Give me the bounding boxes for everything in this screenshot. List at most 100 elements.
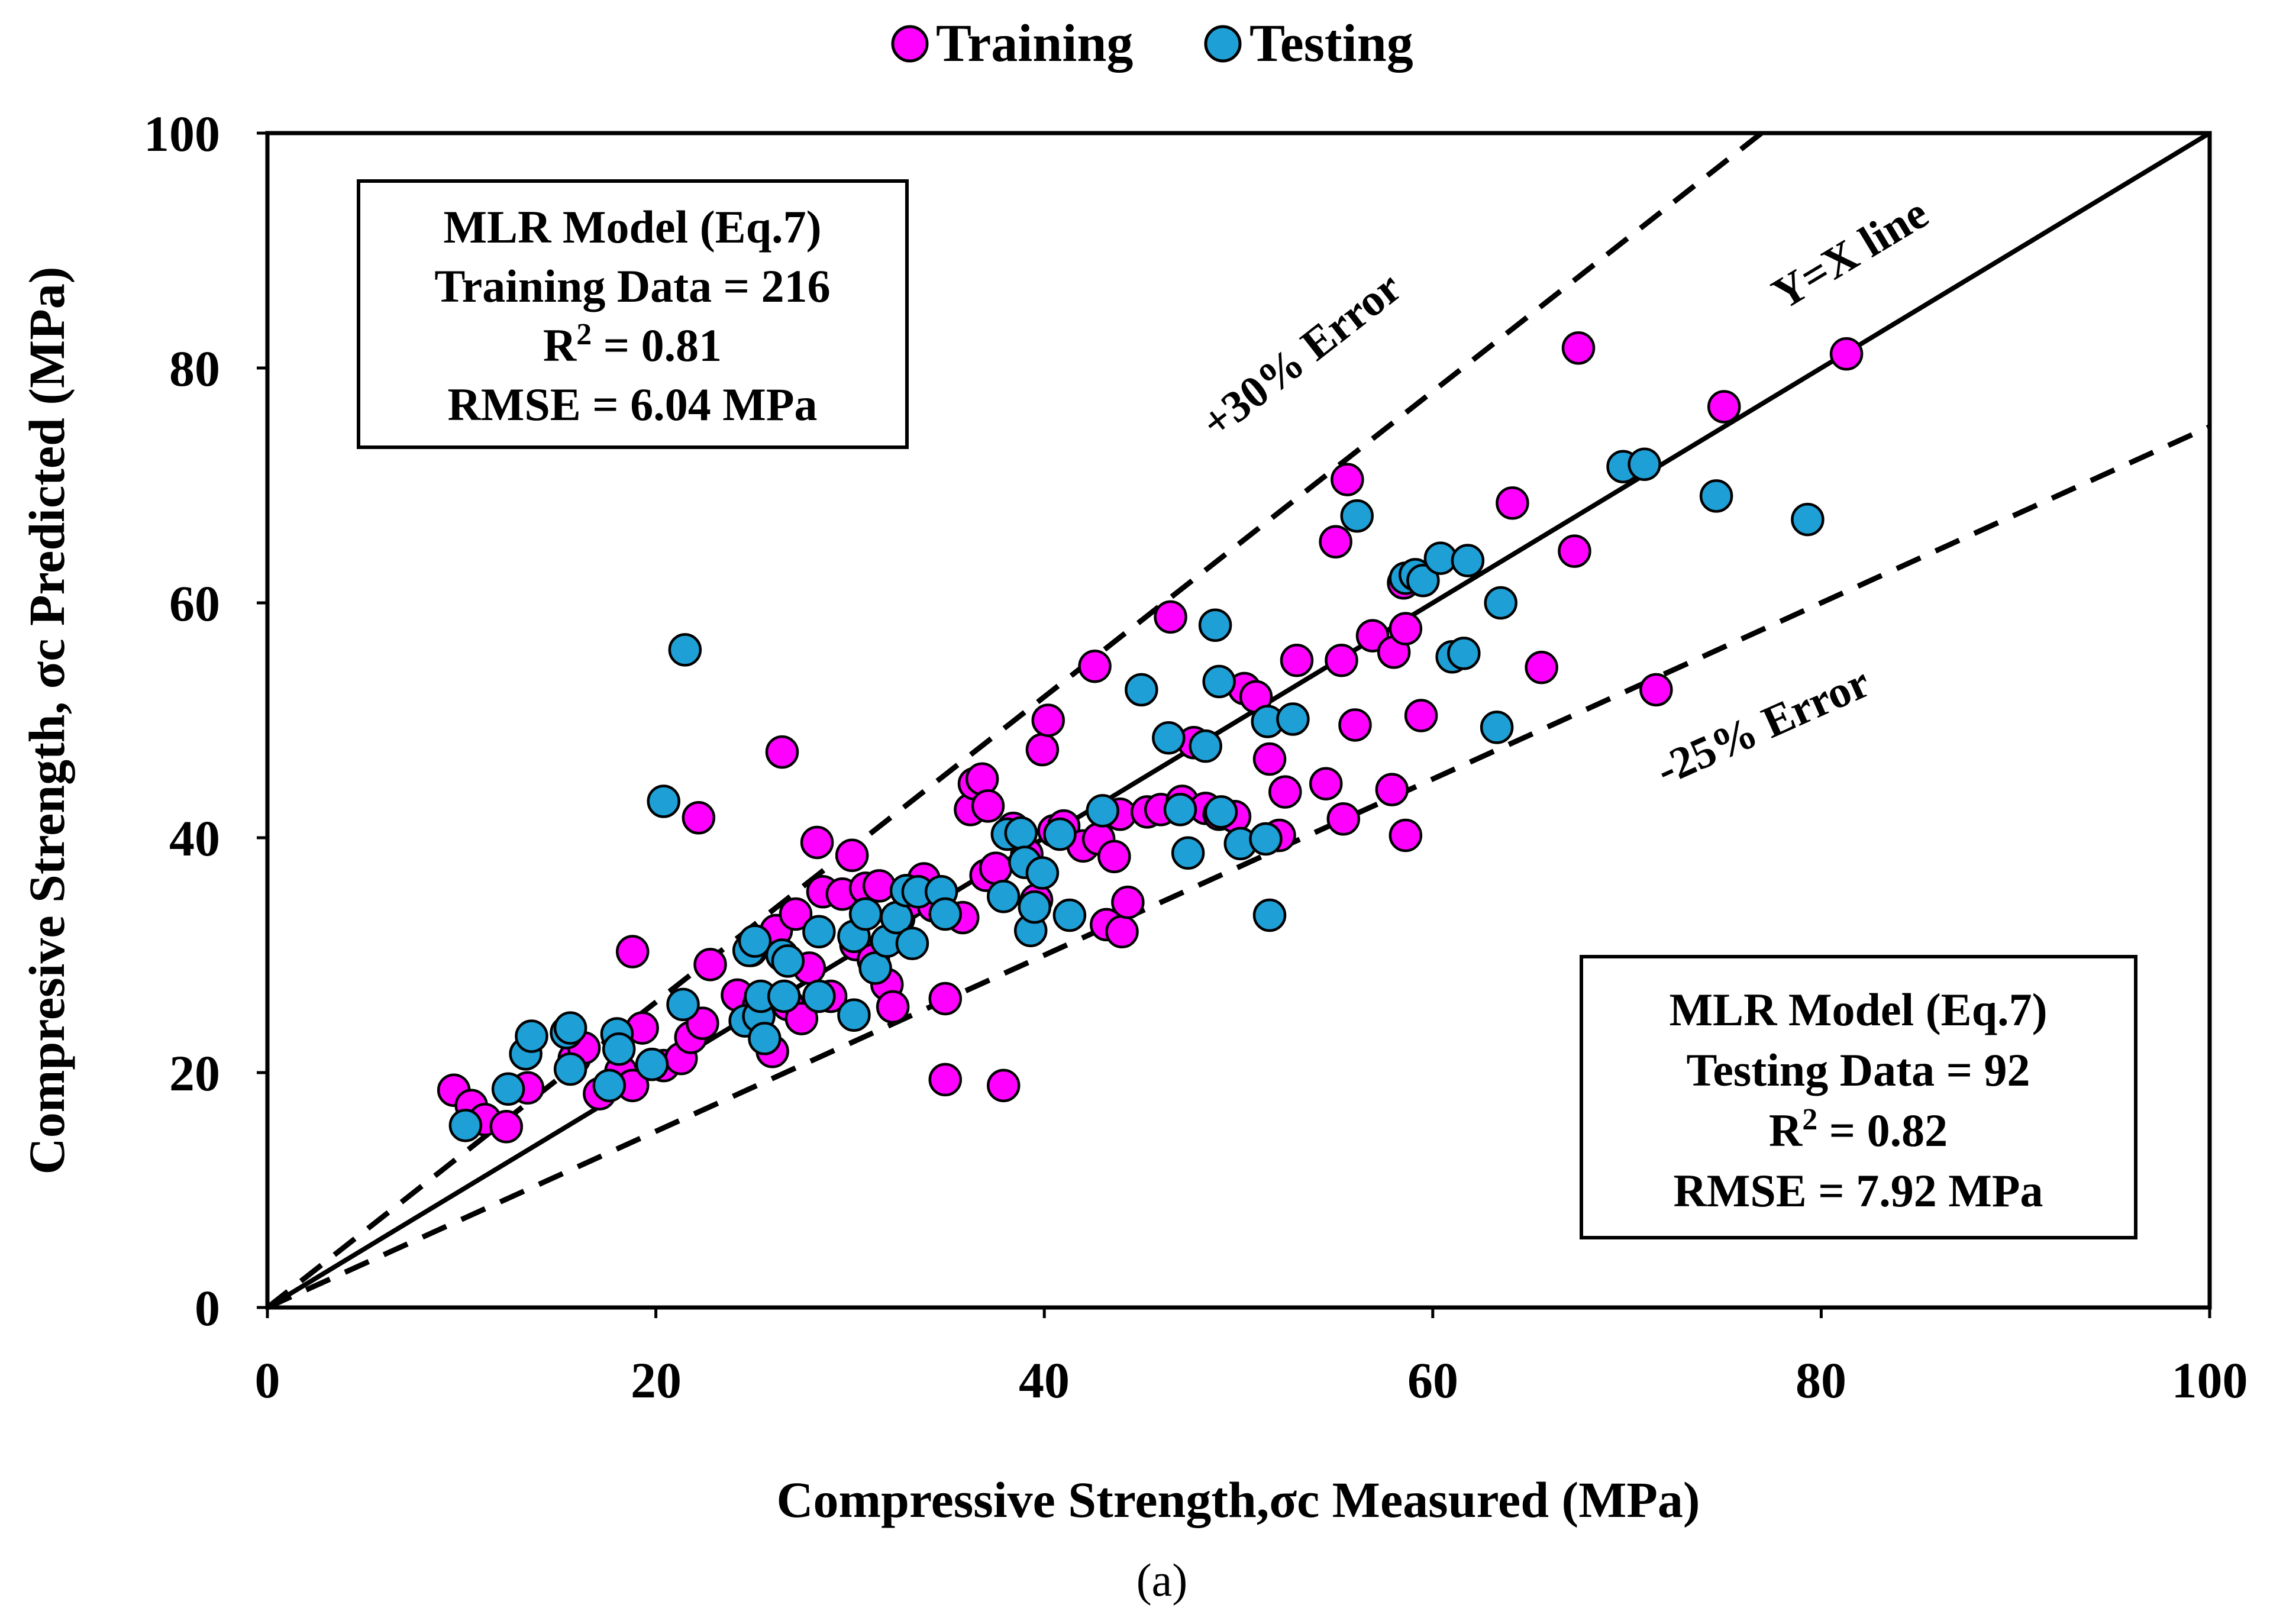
- training-point: [979, 851, 1013, 885]
- minus25-error-line: [266, 424, 2211, 1310]
- x-tick-label: 40: [1019, 1352, 1070, 1409]
- training-point: [1154, 600, 1187, 634]
- testing-rmse: RMSE = 7.92 MPa: [1673, 1165, 2043, 1216]
- legend-testing-marker: [1204, 25, 1242, 63]
- plus30-error-line: [266, 131, 1764, 1310]
- y-tick-label: 80: [169, 340, 220, 397]
- training-point: [1829, 337, 1864, 371]
- testing-point: [1086, 794, 1119, 828]
- training-point: [1389, 818, 1423, 853]
- training-point: [1252, 742, 1287, 776]
- training-point: [682, 801, 716, 835]
- testing-point: [647, 784, 680, 818]
- training-r2: R2 = 0.81: [543, 318, 722, 371]
- training-point: [1331, 463, 1364, 496]
- x-tick-label: 80: [1796, 1352, 1846, 1409]
- legend: Training Testing: [891, 14, 1413, 73]
- testing-point: [666, 987, 700, 1022]
- testing-point: [802, 915, 836, 949]
- training-point: [1097, 840, 1131, 874]
- testing-stats-box: MLR Model (Eq.7) Testing Data = 92 R2 = …: [1580, 955, 2137, 1239]
- training-stats-box: MLR Model (Eq.7) Training Data = 216 R2 …: [357, 179, 909, 449]
- testing-point: [1276, 702, 1310, 736]
- training-point: [1404, 699, 1438, 732]
- testing-model-title: MLR Model (Eq.7): [1669, 984, 2047, 1035]
- testing-point: [668, 633, 702, 667]
- training-point: [784, 1002, 819, 1035]
- training-point: [1639, 673, 1673, 707]
- testing-point: [1484, 586, 1517, 620]
- legend-testing-label: Testing: [1249, 14, 1413, 73]
- testing-point: [553, 1052, 587, 1086]
- testing-point: [1171, 836, 1205, 870]
- testing-point: [1018, 890, 1052, 924]
- training-point: [965, 762, 999, 796]
- legend-training-label: Training: [936, 14, 1133, 73]
- y-tick-label: 40: [169, 810, 220, 867]
- training-point: [1105, 915, 1139, 949]
- x-tick-label: 0: [255, 1352, 280, 1409]
- training-point: [1561, 331, 1596, 365]
- x-tick-labels: 0 20 40 60 80 100: [255, 1352, 2248, 1409]
- testing-point: [1447, 637, 1481, 670]
- training-point: [1525, 650, 1558, 685]
- testing-r2: R2 = 0.82: [1769, 1103, 1948, 1156]
- training-point: [1325, 644, 1358, 677]
- training-point: [779, 897, 813, 931]
- testing-point: [448, 1109, 483, 1142]
- testing-point: [1189, 729, 1222, 763]
- training-point: [1025, 732, 1060, 767]
- x-tick-label: 100: [2172, 1352, 2248, 1409]
- testing-point: [1480, 711, 1514, 744]
- y-tick-labels: 0 20 40 60 80 100: [144, 105, 220, 1336]
- yx-line: [266, 131, 2211, 1310]
- testing-point: [1202, 664, 1236, 699]
- testing-point: [515, 1019, 548, 1053]
- testing-point: [592, 1068, 627, 1103]
- figure-caption: (a): [1136, 1554, 1188, 1606]
- testing-point: [848, 897, 883, 931]
- training-point: [615, 935, 650, 968]
- training-point: [800, 825, 834, 860]
- testing-point: [767, 979, 801, 1013]
- testing-point: [1052, 898, 1087, 932]
- training-point: [1319, 525, 1352, 559]
- reference-lines: [266, 131, 2211, 1310]
- testing-point: [1451, 544, 1485, 577]
- training-point: [835, 838, 869, 873]
- training-point: [1031, 703, 1065, 737]
- training-stats-frame: [357, 179, 909, 449]
- training-point: [971, 789, 1005, 823]
- testing-point: [928, 897, 963, 931]
- training-point: [1558, 534, 1591, 568]
- training-point: [765, 735, 799, 769]
- training-point: [1707, 390, 1741, 424]
- testing-point: [1252, 898, 1287, 932]
- training-point: [862, 869, 896, 903]
- training-point: [876, 990, 910, 1024]
- testing-count: Testing Data = 92: [1686, 1044, 2030, 1096]
- y-tick-label: 0: [195, 1280, 220, 1336]
- testing-point: [1204, 795, 1238, 829]
- testing-point: [1249, 822, 1283, 856]
- training-rmse: RMSE = 6.04 MPa: [447, 379, 817, 430]
- training-point: [693, 948, 727, 981]
- y-tick-label: 20: [169, 1045, 220, 1102]
- testing-stats-frame: [1580, 955, 2137, 1239]
- training-point: [489, 1110, 524, 1144]
- training-point: [1268, 775, 1302, 809]
- testing-series: [448, 447, 1825, 1142]
- testing-point: [602, 1032, 636, 1066]
- y-axis-title: Compresive Strength, σc Predicted (MPa): [18, 267, 75, 1175]
- testing-point: [1198, 608, 1232, 642]
- testing-point: [635, 1047, 669, 1081]
- testing-point: [1004, 816, 1038, 850]
- testing-point: [1163, 793, 1197, 826]
- testing-point: [1699, 479, 1733, 513]
- training-count: Training Data = 216: [434, 260, 830, 312]
- x-axis-title: Compressive Strength,σc Measured (MPa): [776, 1471, 1700, 1528]
- training-point: [1338, 708, 1372, 742]
- training-point: [1496, 486, 1529, 520]
- training-point: [1309, 767, 1343, 800]
